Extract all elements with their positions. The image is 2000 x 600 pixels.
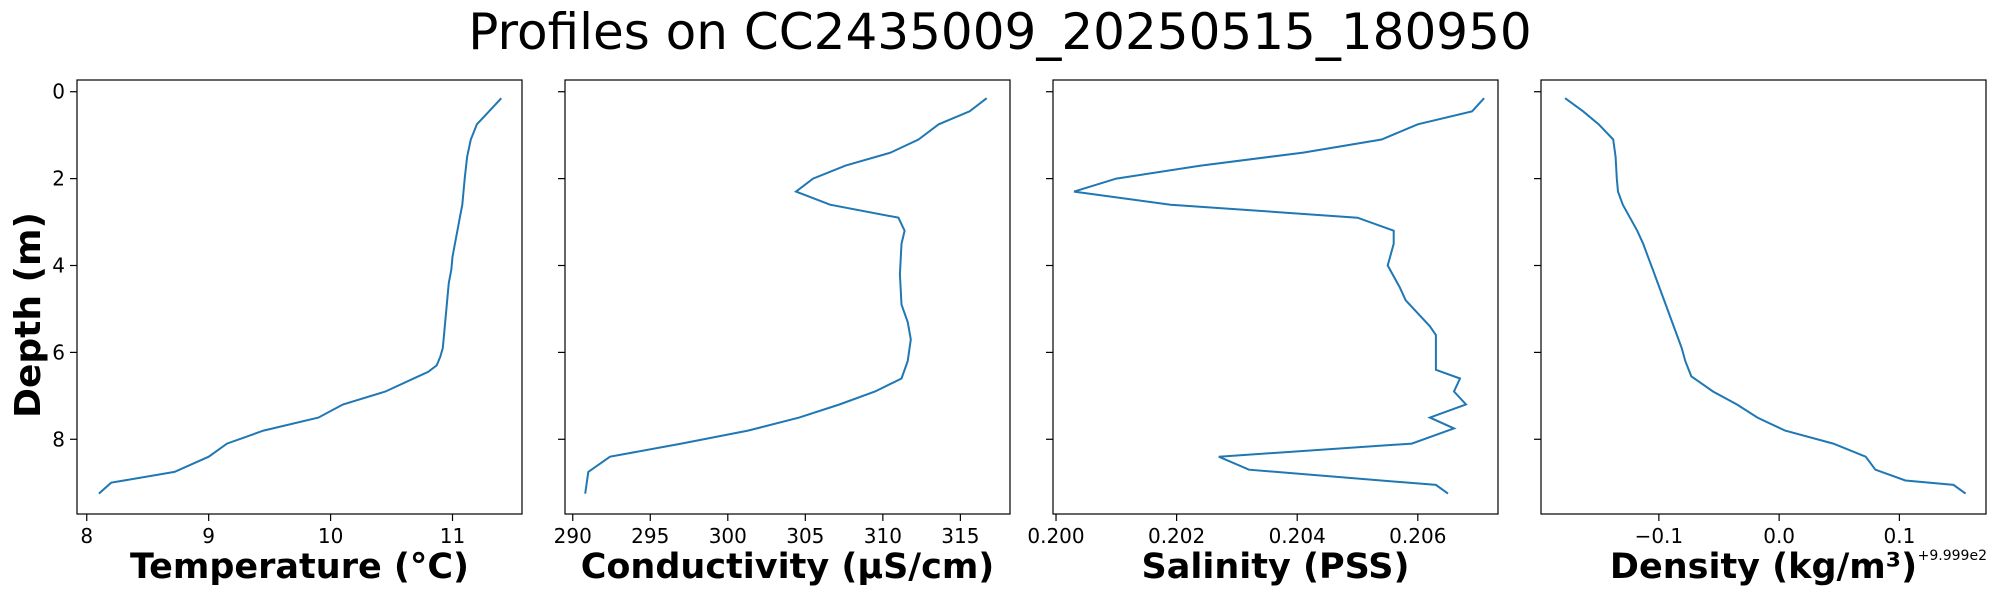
x-tick-label: 290 — [554, 524, 592, 548]
x-tick-label: 310 — [864, 524, 902, 548]
series-line-panel-4 — [1564, 97, 1967, 495]
x-tick-label: 0.204 — [1269, 524, 1326, 548]
x-tick-label: 0.202 — [1148, 524, 1205, 548]
plot-frame-panel-3 — [1052, 79, 1499, 515]
x-tick-label: 9 — [202, 524, 215, 548]
x-tick-label: 0.206 — [1389, 524, 1446, 548]
y-tick-label: 0 — [52, 80, 65, 104]
x-tick-label: 0.1 — [1883, 524, 1915, 548]
x-tick-label: 0.0 — [1763, 524, 1795, 548]
x-tick-label: 8 — [80, 524, 93, 548]
x-tick-label: 11 — [440, 524, 465, 548]
x-axis-label: Density (kg/m³) — [1610, 547, 1917, 587]
plot-frame-panel-4 — [1540, 79, 1987, 515]
x-tick-label: 305 — [786, 524, 824, 548]
shared-y-axis-label: Depth (m) — [8, 212, 49, 418]
x-tick-label: 300 — [709, 524, 747, 548]
x-tick-label: 10 — [318, 524, 343, 548]
y-tick-label: 2 — [52, 167, 65, 191]
x-axis-label: Temperature (°C) — [130, 547, 469, 587]
x-tick-label: 295 — [631, 524, 669, 548]
x-axis-label: Conductivity (μS/cm) — [581, 547, 995, 587]
x-axis-offset-text: +9.999e2 — [1918, 548, 1987, 564]
plot-frame-panel-2 — [564, 79, 1011, 515]
y-tick-label: 4 — [52, 254, 65, 278]
x-tick-label: −0.1 — [1635, 524, 1684, 548]
series-line-panel-1 — [98, 97, 503, 495]
x-tick-label: 0.200 — [1027, 524, 1084, 548]
x-axis-label: Salinity (PSS) — [1142, 547, 1410, 587]
y-tick-label: 6 — [52, 340, 65, 364]
y-tick-label: 8 — [52, 427, 65, 451]
series-line-panel-2 — [584, 97, 988, 494]
series-line-panel-3 — [1073, 97, 1485, 495]
x-tick-label: 315 — [941, 524, 979, 548]
plot-frame-panel-1 — [76, 79, 523, 515]
chart-title: Profiles on CC2435009_20250515_180950 — [468, 3, 1532, 61]
